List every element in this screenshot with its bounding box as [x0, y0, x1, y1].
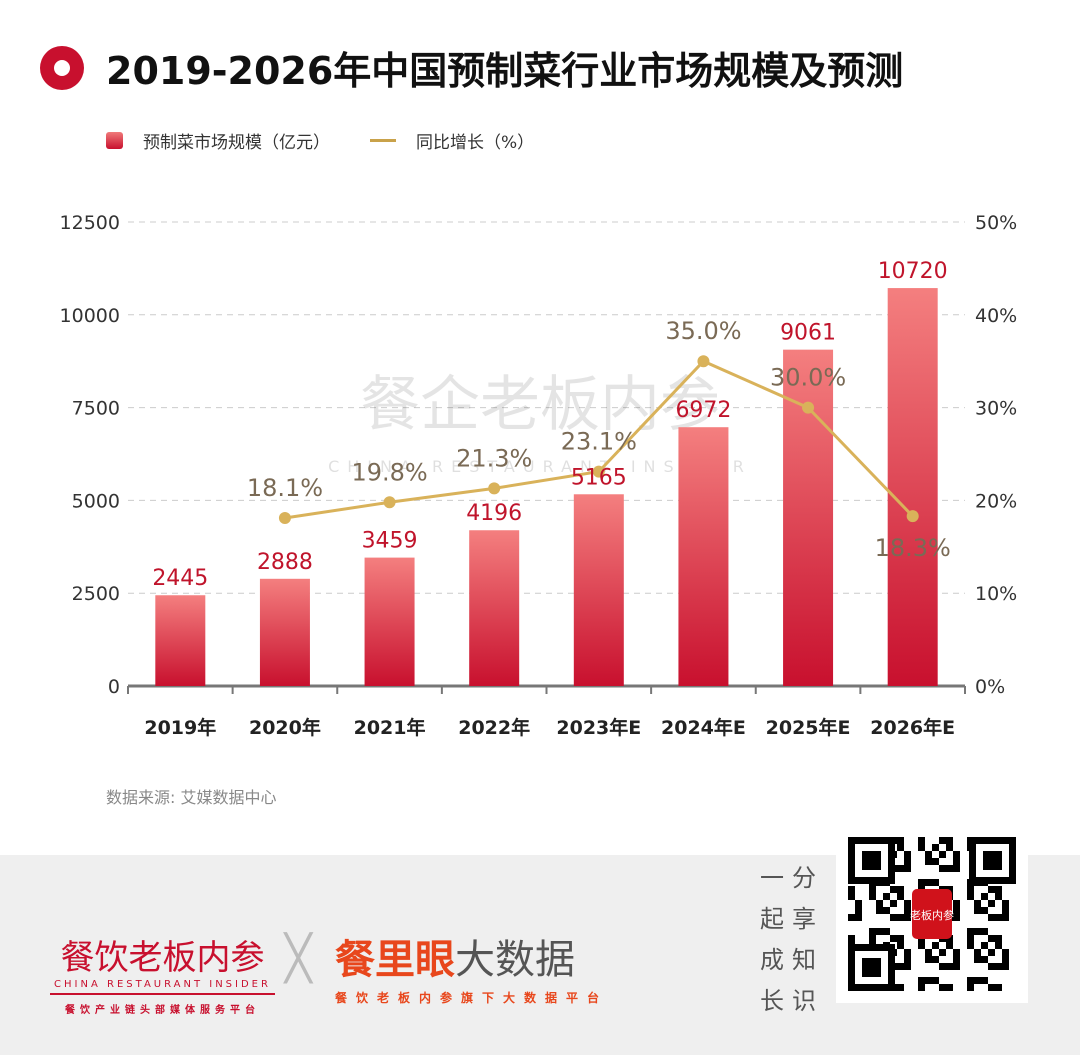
growth-data-label: 19.8%: [351, 458, 427, 486]
logo2-sub: 餐饮老板内参旗下大数据平台: [335, 991, 609, 1005]
bar-data-label: 4196: [466, 501, 522, 526]
y2-tick-label: 10%: [975, 583, 1017, 605]
watermark-cn: 餐企老板内参: [360, 370, 720, 440]
y-tick-label: 2500: [72, 583, 120, 605]
growth-point: [697, 355, 710, 368]
qr-code[interactable]: 老板内参: [836, 825, 1028, 1003]
cross-icon: ╳: [285, 933, 312, 984]
growth-point: [906, 510, 919, 523]
slogan-char: 享: [792, 905, 816, 933]
x-tick-label: 2023年E: [556, 716, 641, 739]
footer: 餐饮老板内参 CHINA RESTAURANT INSIDER 餐饮产业链头部媒…: [0, 825, 1080, 1055]
bar-data-label: 10720: [878, 259, 948, 284]
growth-point: [383, 496, 396, 509]
y2-tick-label: 50%: [975, 212, 1017, 234]
growth-point: [592, 465, 605, 478]
legend-line-label: 同比增长（%）: [416, 133, 535, 153]
bar: [573, 494, 624, 686]
bar-data-label: 3459: [362, 529, 418, 554]
x-tick-label: 2025年E: [766, 716, 851, 739]
logo1-main: 餐饮老板内参: [60, 938, 265, 978]
bar: [155, 595, 206, 686]
x-tick-label: 2022年: [458, 716, 530, 739]
growth-data-label: 21.3%: [456, 444, 532, 472]
watermark-en: CHINA RESTAURANT INSIDER: [328, 457, 752, 476]
source-note: 数据来源: 艾媒数据中心: [106, 788, 277, 807]
bar: [469, 530, 520, 686]
x-tick-label: 2024年E: [661, 716, 746, 739]
x-tick-label: 2019年: [144, 716, 216, 739]
slogan-char: 一: [760, 864, 784, 892]
growth-point: [278, 512, 291, 525]
y-tick-label: 12500: [60, 212, 120, 234]
growth-data-label: 18.3%: [875, 534, 951, 562]
logo-canyin-laoban-neican: 餐饮老板内参 CHINA RESTAURANT INSIDER 餐饮产业链头部媒…: [50, 930, 275, 1016]
growth-data-label: 18.1%: [247, 474, 323, 502]
logo2-main2: 大数据: [455, 937, 575, 983]
logo2-main: 餐里眼: [335, 937, 455, 983]
slogan-char: 起: [760, 905, 784, 933]
logo-canliyan: 餐里眼大数据 餐饮老板内参旗下大数据平台: [335, 927, 608, 1006]
legend: 预制菜市场规模（亿元） 同比增长（%）: [106, 128, 534, 153]
y2-tick-label: 20%: [975, 490, 1017, 512]
bar-data-label: 5165: [571, 465, 627, 490]
slogan-char: 知: [792, 946, 816, 974]
slogan-char: 成: [760, 946, 784, 974]
legend-bar-swatch: [106, 132, 123, 149]
slogan: 一分 起享 成知 长识: [760, 858, 824, 1016]
slogan-char: 识: [792, 987, 816, 1015]
bar-data-label: 6972: [675, 398, 731, 423]
slogan-char: 分: [792, 864, 816, 892]
x-tick-label: 2021年: [354, 716, 426, 739]
y-tick-label: 10000: [60, 305, 120, 327]
x-tick-label: 2026年E: [870, 716, 955, 739]
y2-tick-label: 40%: [975, 305, 1017, 327]
y-tick-label: 5000: [72, 490, 120, 512]
bar: [364, 557, 415, 686]
legend-line-swatch: [370, 139, 396, 142]
growth-data-label: 23.1%: [561, 428, 637, 456]
chart-area: 0 0% 2500 10% 5000 20% 7500 30% 10000 40% 12500 50%…: [60, 212, 1018, 739]
x-tick-label: 2020年: [249, 716, 321, 739]
growth-data-label: 30.0%: [770, 364, 846, 392]
qr-badge: 老板内参: [910, 908, 954, 922]
bar: [887, 288, 938, 686]
bar-data-label: 9061: [780, 321, 836, 346]
bar: [259, 578, 310, 686]
growth-point: [802, 401, 815, 414]
slogan-char: 长: [760, 987, 784, 1015]
title-row: 2019-2026年中国预制菜行业市场规模及预测: [40, 40, 903, 95]
y2-tick-label: 30%: [975, 398, 1017, 420]
growth-point: [488, 482, 501, 495]
chart-title: 2019-2026年中国预制菜行业市场规模及预测: [106, 49, 904, 93]
y-tick-label: 0: [108, 676, 120, 698]
legend-bar-label: 预制菜市场规模（亿元）: [143, 133, 330, 153]
bar: [678, 427, 729, 686]
logo1-sub: 餐饮产业链头部媒体服务平台: [65, 1005, 260, 1016]
bar-data-label: 2445: [152, 566, 208, 591]
bar-data-label: 2888: [257, 550, 313, 575]
logo1-en: CHINA RESTAURANT INSIDER: [50, 979, 275, 995]
y-tick-label: 7500: [72, 398, 120, 420]
growth-data-label: 35.0%: [665, 317, 741, 345]
title-bullet-icon: [40, 45, 84, 90]
y2-tick-label: 0%: [975, 676, 1005, 698]
